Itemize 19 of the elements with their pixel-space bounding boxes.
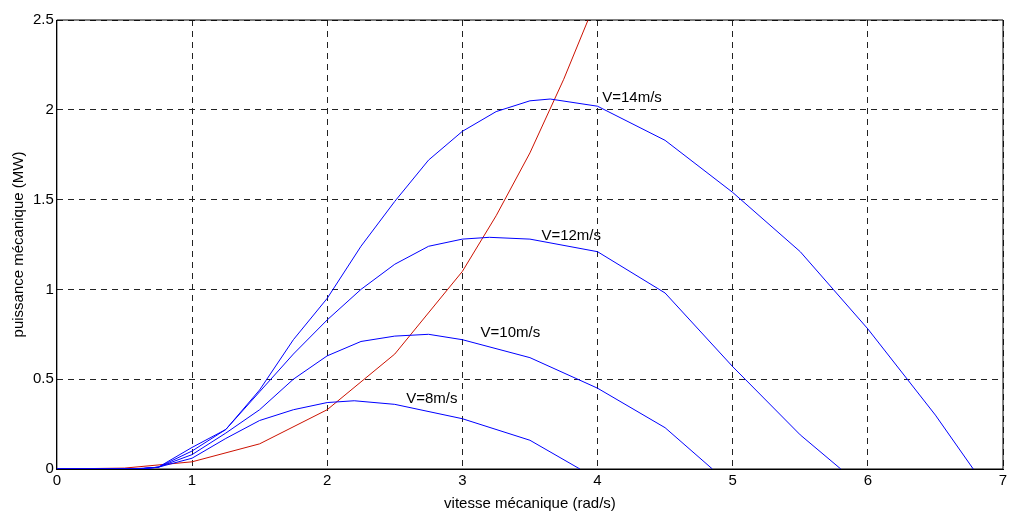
series-label: V=8m/s [406,389,458,407]
y-axis-title: puissance mécanique (MW) [9,151,27,338]
series-label: V=10m/s [480,322,541,340]
y-tick-label: 0 [45,459,54,477]
y-tick-label: 1.5 [32,189,54,207]
y-tick-label: 0.5 [32,369,54,387]
x-tick-label: 4 [593,471,602,489]
y-tick-label: 2 [45,99,54,117]
x-tick-label: 6 [863,471,873,489]
y-tick-label: 1 [45,279,54,297]
series-label: V=14m/s [602,87,662,105]
y-tick-label: 2.5 [32,10,54,28]
x-axis-title: vitesse mécanique (rad/s) [444,494,616,512]
x-tick-label: 5 [728,471,737,489]
x-tick-label: 7 [998,471,1008,489]
x-tick-label: 1 [187,471,197,489]
x-tick-label: 3 [458,471,467,489]
series-label: V=12m/s [541,225,601,243]
x-tick-label: 2 [323,471,332,489]
